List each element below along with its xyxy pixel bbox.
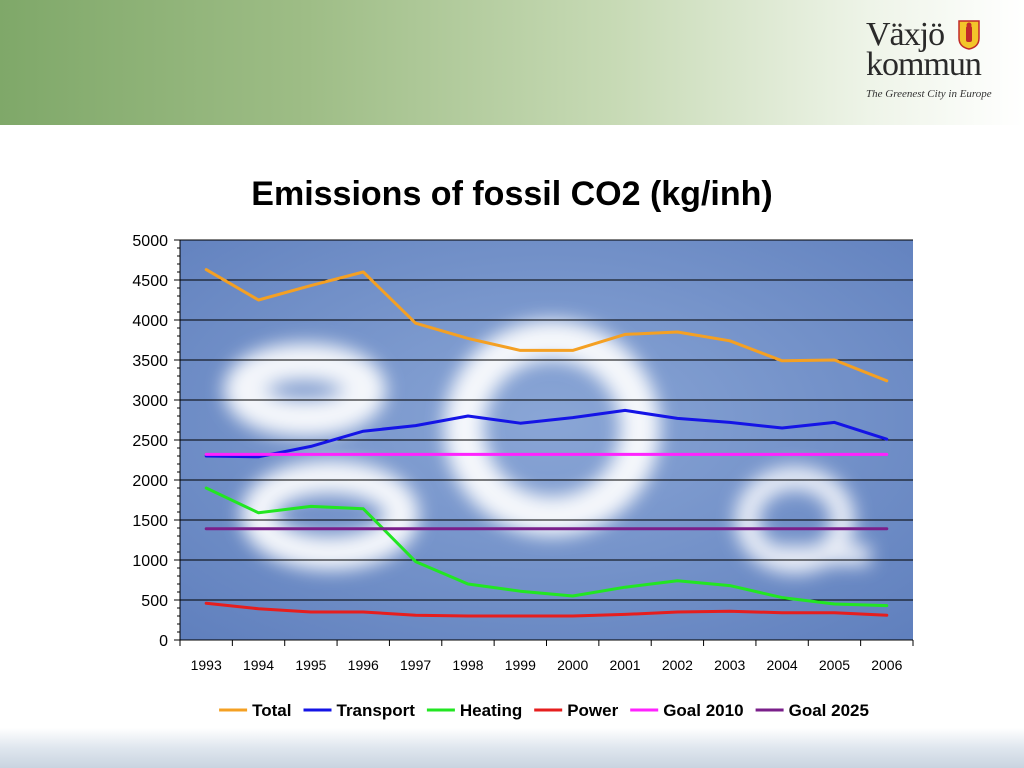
y-tick-label: 2500 (132, 433, 168, 450)
legend-item-power: Power (534, 701, 619, 720)
x-tick-label: 2004 (767, 657, 798, 673)
vaxjo-logo: Växjö kommun The Greenest City in Europe (862, 18, 1012, 108)
series-line-power (204, 601, 889, 618)
bottom-band (0, 728, 1024, 768)
legend-item-goal-2010: Goal 2010 (630, 701, 744, 720)
y-tick-label: 500 (141, 593, 168, 610)
legend-item-transport: Transport (303, 701, 416, 720)
legend: Total Transport Heating Power Goal 2010 Goal … (219, 701, 869, 720)
legend-label: Power (567, 701, 618, 720)
logo-name: Växjö kommun (866, 16, 982, 83)
legend-label: Heating (460, 701, 522, 720)
series-lines (204, 268, 889, 618)
x-tick-label: 1997 (400, 657, 431, 673)
series-line-heating (204, 486, 889, 608)
x-tick-label: 2002 (662, 657, 693, 673)
legend-label: Transport (337, 701, 416, 720)
top-banner (0, 0, 1024, 125)
legend-label: Goal 2025 (789, 701, 869, 720)
x-tick-label: 2005 (819, 657, 850, 673)
legend-item-total: Total (219, 701, 291, 720)
y-tick-label: 3000 (132, 393, 168, 410)
legend-item-heating: Heating (426, 701, 522, 720)
y-tick-label: 1500 (132, 513, 168, 530)
axes: 0 500 1000 1500 2000 2500 3000 3500 4000 4500 5000… (132, 233, 914, 673)
y-tick-label: 4500 (132, 273, 168, 290)
series-line-total (204, 268, 889, 383)
logo-tagline: The Greenest City in Europe (866, 88, 992, 100)
coat-of-arms-icon (958, 20, 980, 50)
x-tick-label: 1998 (452, 657, 483, 673)
x-tick-label: 1999 (505, 657, 536, 673)
logo-name-line1: Växjö (866, 16, 945, 53)
y-tick-label: 4000 (132, 313, 168, 330)
legend-item-goal-2025: Goal 2025 (755, 701, 869, 720)
chart-title: Emissions of fossil CO2 (kg/inh) (251, 175, 772, 213)
x-tick-label: 2003 (714, 657, 745, 673)
x-tick-label: 2001 (609, 657, 640, 673)
plot-area (180, 239, 913, 640)
x-tick-label: 1994 (243, 657, 274, 673)
x-tick-label: 1996 (348, 657, 379, 673)
logo-name-line2: kommun (866, 46, 982, 83)
series-line-transport (204, 408, 889, 459)
legend-label: Total (252, 701, 291, 720)
x-tick-label: 1993 (191, 657, 222, 673)
y-tick-label: 2000 (132, 473, 168, 490)
legend-label: Goal 2010 (663, 701, 743, 720)
cloud-decoration (224, 320, 870, 574)
y-tick-label: 3500 (132, 353, 168, 370)
x-tick-label: 2006 (871, 657, 902, 673)
x-tick-label: 2000 (557, 657, 588, 673)
y-tick-label: 1000 (132, 553, 168, 570)
x-tick-label: 1995 (295, 657, 326, 673)
y-tick-label: 0 (159, 633, 168, 650)
y-tick-label: 5000 (132, 233, 168, 250)
